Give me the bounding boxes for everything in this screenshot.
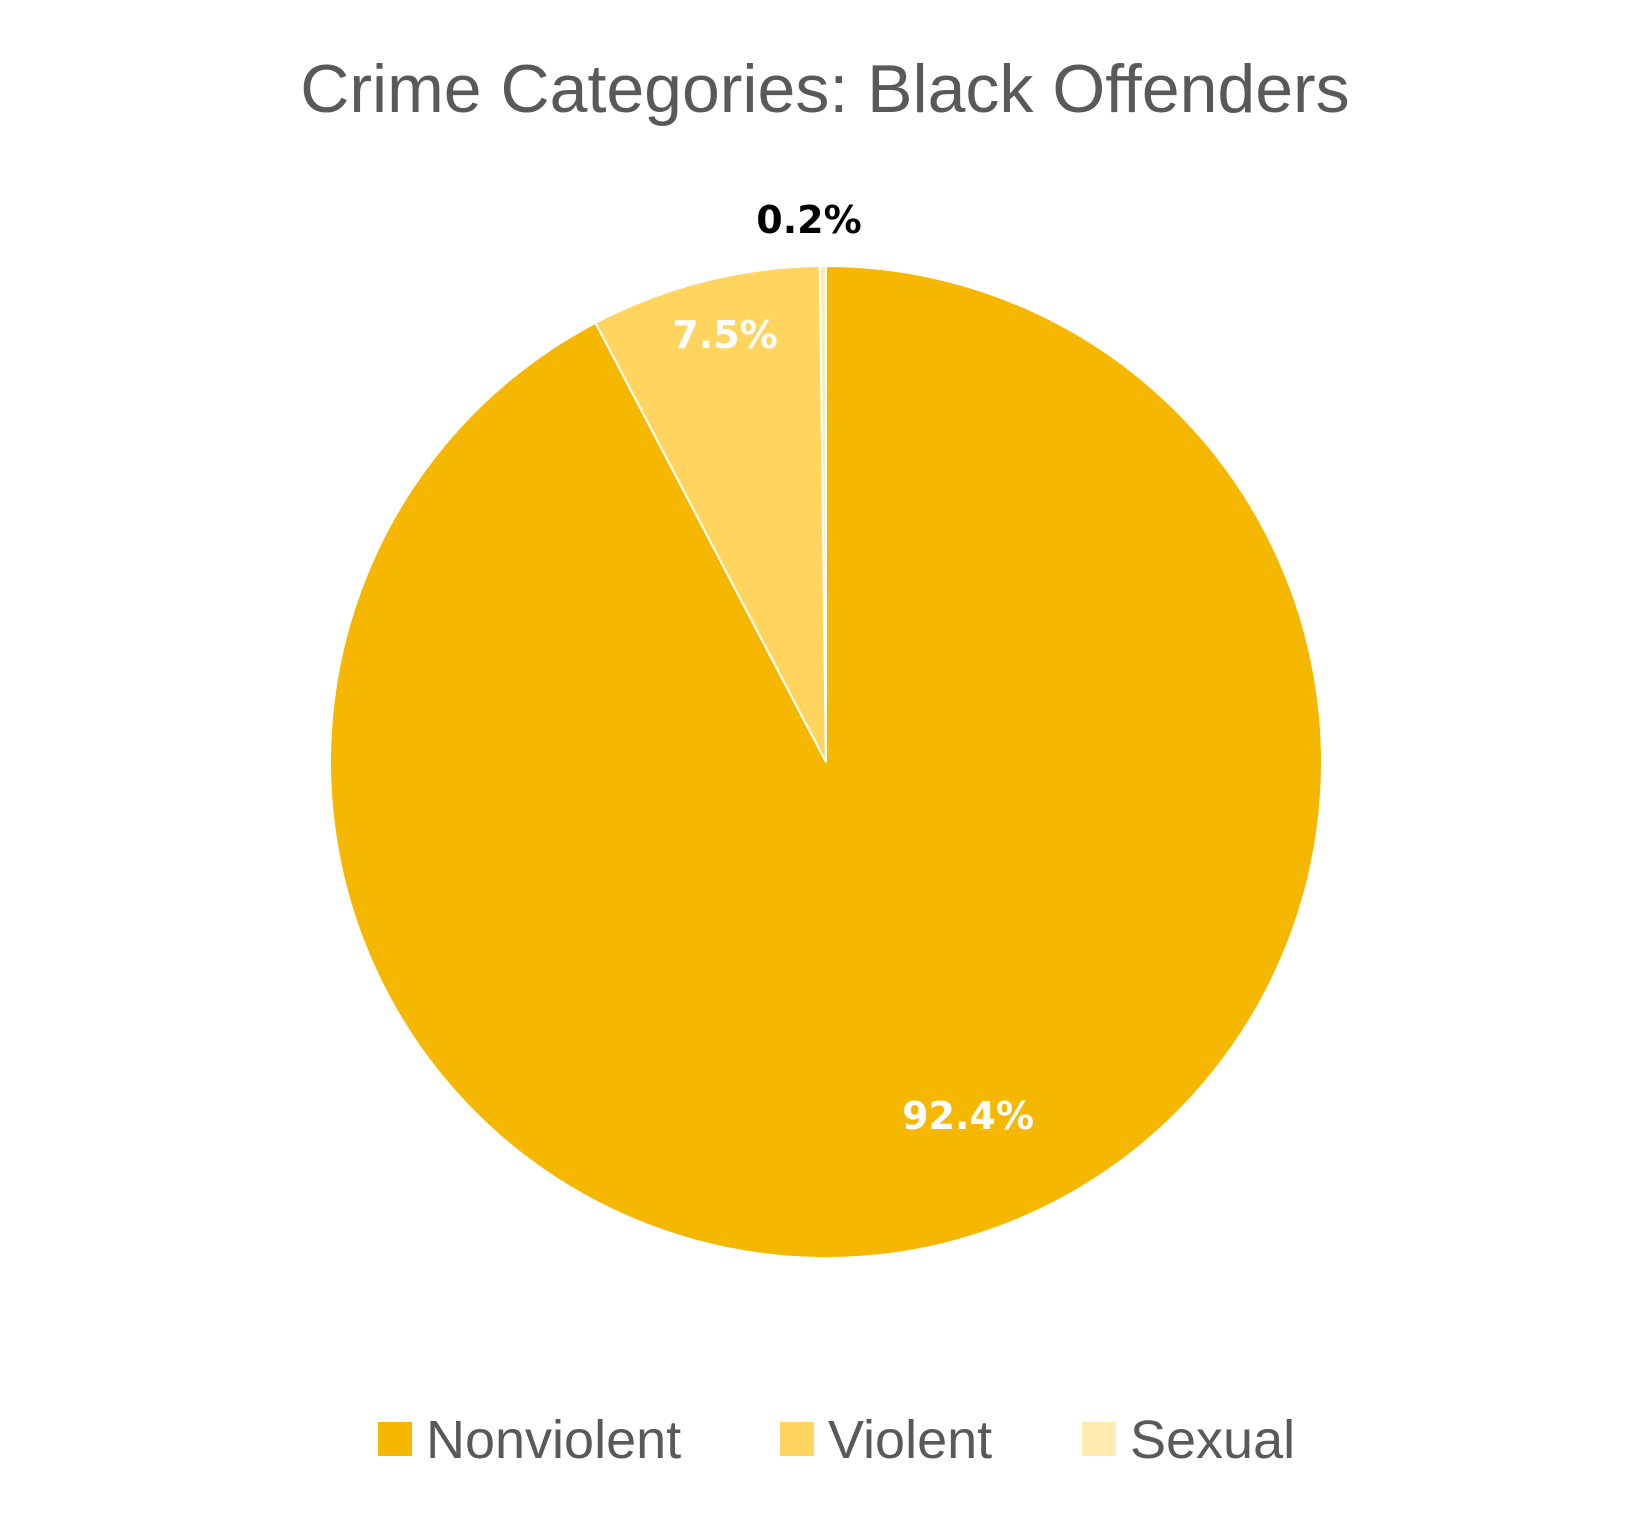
legend-label-violent: Violent: [828, 1410, 992, 1470]
chart-legend: Nonviolent Violent Sexual: [378, 1410, 1295, 1470]
pie-data-labels: 92.4% 7.5% 0.2%: [672, 198, 1034, 1138]
pie-slice-violent: [594, 265, 827, 763]
chart-title: Crime Categories: Black Offenders: [300, 51, 1349, 127]
data-label-violent: 7.5%: [672, 313, 777, 357]
legend-swatch-violent: [780, 1422, 814, 1456]
legend-item-violent: Violent: [780, 1410, 992, 1470]
legend-label-sexual: Sexual: [1130, 1410, 1295, 1470]
data-label-sexual: 0.2%: [756, 198, 861, 242]
pie-slices: [329, 264, 1323, 1259]
pie-slice-sexual: [818, 264, 827, 763]
legend-swatch-sexual: [1082, 1422, 1116, 1456]
legend-swatch-nonviolent: [378, 1422, 412, 1456]
legend-item-sexual: Sexual: [1082, 1410, 1295, 1470]
legend-item-nonviolent: Nonviolent: [378, 1410, 681, 1470]
data-label-nonviolent: 92.4%: [902, 1094, 1034, 1138]
legend-label-nonviolent: Nonviolent: [426, 1410, 681, 1470]
